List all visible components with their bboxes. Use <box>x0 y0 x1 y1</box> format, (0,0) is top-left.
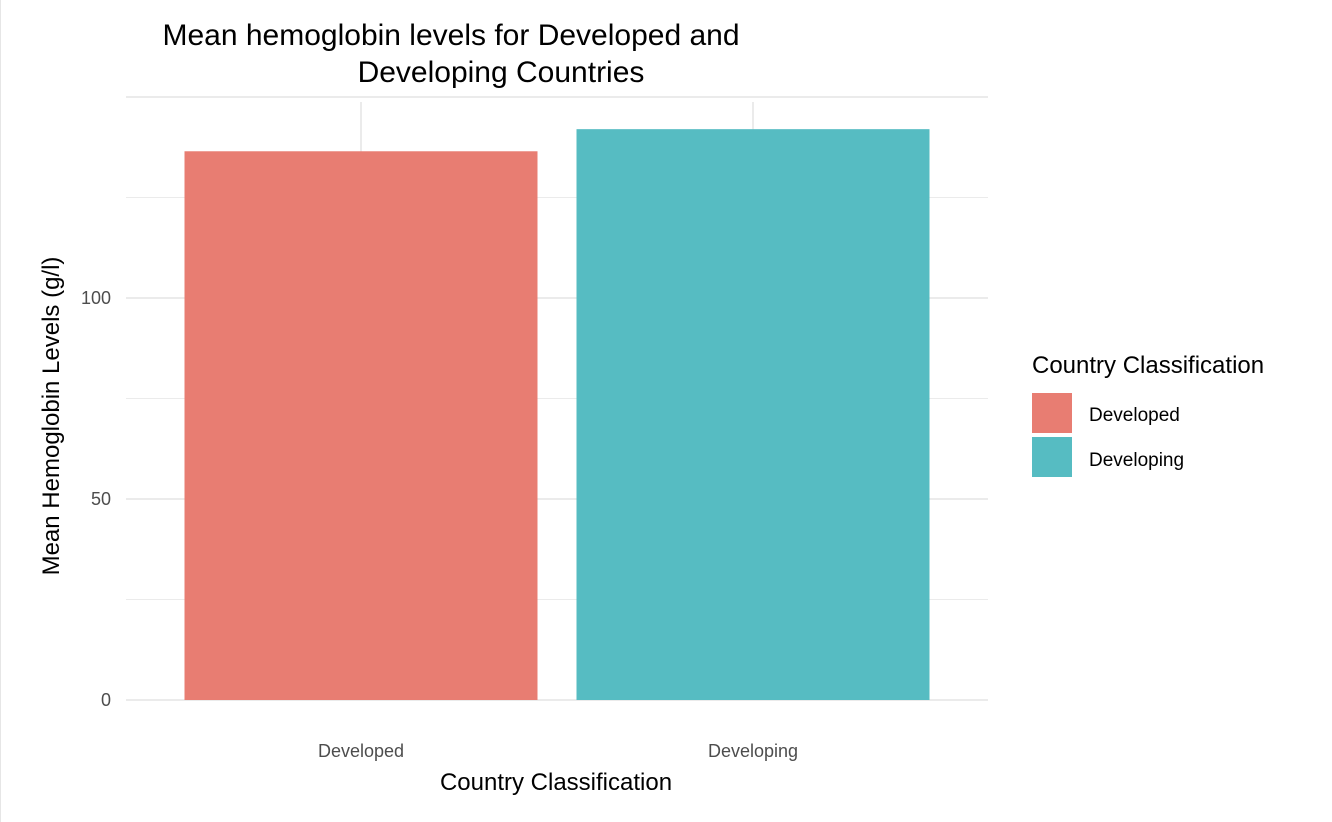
chart-title-line-1: Mean hemoglobin levels for Developed and <box>162 19 739 52</box>
chart-title-line-2: Developing Countries <box>358 56 645 89</box>
legend-swatch-developing <box>1032 437 1072 477</box>
legend-swatch-developed <box>1032 393 1072 433</box>
x-tick-label: Developed <box>318 741 404 761</box>
y-axis-title: Mean Hemoglobin Levels (g/l) <box>38 257 65 576</box>
x-axis-title: Country Classification <box>440 769 672 796</box>
legend: Country Classification Developed Develop… <box>1032 352 1264 477</box>
legend-label-developed: Developed <box>1089 405 1180 426</box>
bars <box>184 129 930 700</box>
x-axis-ticks: Developed Developing <box>318 741 798 761</box>
legend-label-developing: Developing <box>1089 450 1184 471</box>
y-tick-label: 50 <box>91 489 111 509</box>
bar-developing <box>576 129 930 700</box>
y-tick-label: 100 <box>81 288 111 308</box>
y-axis-ticks: 0 50 100 <box>81 288 111 710</box>
x-tick-label: Developing <box>708 741 798 761</box>
bar-developed <box>184 151 538 700</box>
legend-title: Country Classification <box>1032 352 1264 379</box>
y-tick-label: 0 <box>101 690 111 710</box>
